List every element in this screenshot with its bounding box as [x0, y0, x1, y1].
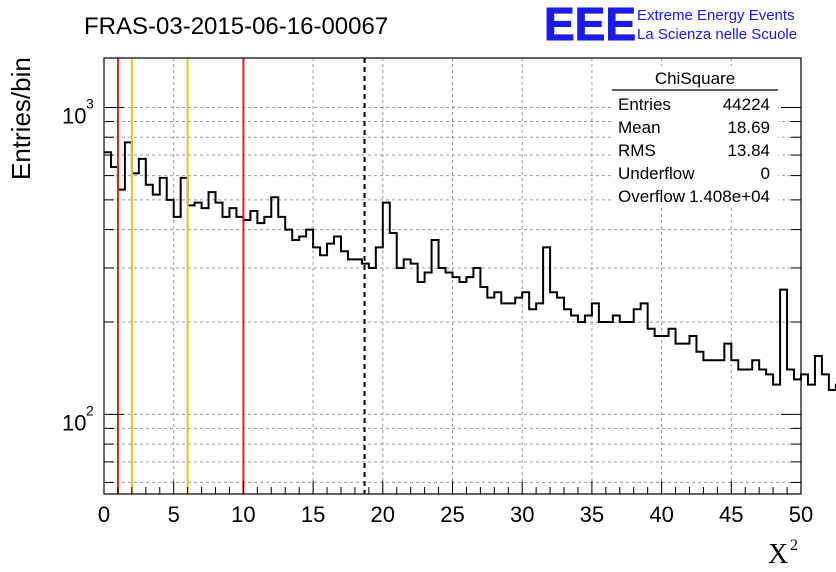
- y-tick-label: 10 3: [62, 96, 94, 129]
- chart-title: FRAS-03-2015-06-16-00067: [84, 13, 388, 40]
- stats-row-value: 44224: [723, 95, 770, 114]
- threshold-lines: [116, 58, 366, 494]
- x-tick-labels: 0 5 10 15 20 25 30 35 40 45 50: [98, 502, 813, 527]
- x-tick-label: 40: [649, 502, 673, 527]
- x-tick-label: 50: [789, 502, 813, 527]
- logo-line1: Extreme Energy Events: [637, 7, 795, 24]
- stats-row-value: 13.84: [727, 141, 770, 160]
- eee-logo: EEE Extreme Energy Events La Scienza nel…: [544, 0, 798, 51]
- y-tick-label-base: 10: [62, 104, 86, 129]
- stats-row: RMS 13.84: [618, 141, 770, 160]
- stats-row: Entries 44224: [618, 95, 770, 114]
- x-axis-label-base: X: [768, 539, 788, 570]
- x-tick-label: 15: [301, 502, 325, 527]
- stats-row: Underflow 0: [618, 164, 770, 183]
- x-tick-label: 30: [510, 502, 534, 527]
- plot-frame: [103, 57, 802, 495]
- x-tick-label: 20: [371, 502, 395, 527]
- y-tick-label-exp: 2: [86, 402, 94, 418]
- stats-row-label: Overflow: [618, 187, 686, 206]
- stats-name: ChiSquare: [655, 69, 735, 88]
- stats-row-value: 1.408e+04: [689, 187, 770, 206]
- stats-row-label: Underflow: [618, 164, 695, 183]
- x-tick-label: 25: [440, 502, 464, 527]
- logo-line2: La Scienza nelle Scuole: [637, 26, 797, 43]
- stats-row-label: Mean: [618, 118, 661, 137]
- stats-row-value: 18.69: [727, 118, 770, 137]
- stats-row-label: RMS: [618, 141, 656, 160]
- stats-row: Overflow 1.408e+04: [618, 187, 770, 206]
- x-tick-label: 35: [580, 502, 604, 527]
- histogram: [104, 141, 836, 392]
- logo-text: EEE: [544, 0, 636, 50]
- x-tick-label: 0: [98, 502, 110, 527]
- x-axis-label-exp: 2: [790, 537, 798, 554]
- stats-row-value: 0: [761, 164, 770, 183]
- stats-rows: Entries 44224 Mean 18.69 RMS 13.84 Underflow 0 O…: [618, 95, 770, 206]
- stats-row: Mean 18.69: [618, 118, 770, 137]
- x-axis-label: X 2: [768, 537, 798, 570]
- x-tick-label: 5: [168, 502, 180, 527]
- x-tick-label: 10: [231, 502, 255, 527]
- stats-box: ChiSquare Entries 44224 Mean 18.69 RMS 13.84 U…: [612, 66, 778, 208]
- y-tick-label-exp: 3: [86, 96, 94, 112]
- y-tick-label: 10 2: [62, 402, 94, 435]
- histogram-line: [104, 141, 836, 392]
- stats-row-label: Entries: [618, 95, 671, 114]
- x-tick-label: 45: [719, 502, 743, 527]
- y-tick-label-base: 10: [62, 410, 86, 435]
- y-axis-label: Entries/bin: [6, 57, 36, 180]
